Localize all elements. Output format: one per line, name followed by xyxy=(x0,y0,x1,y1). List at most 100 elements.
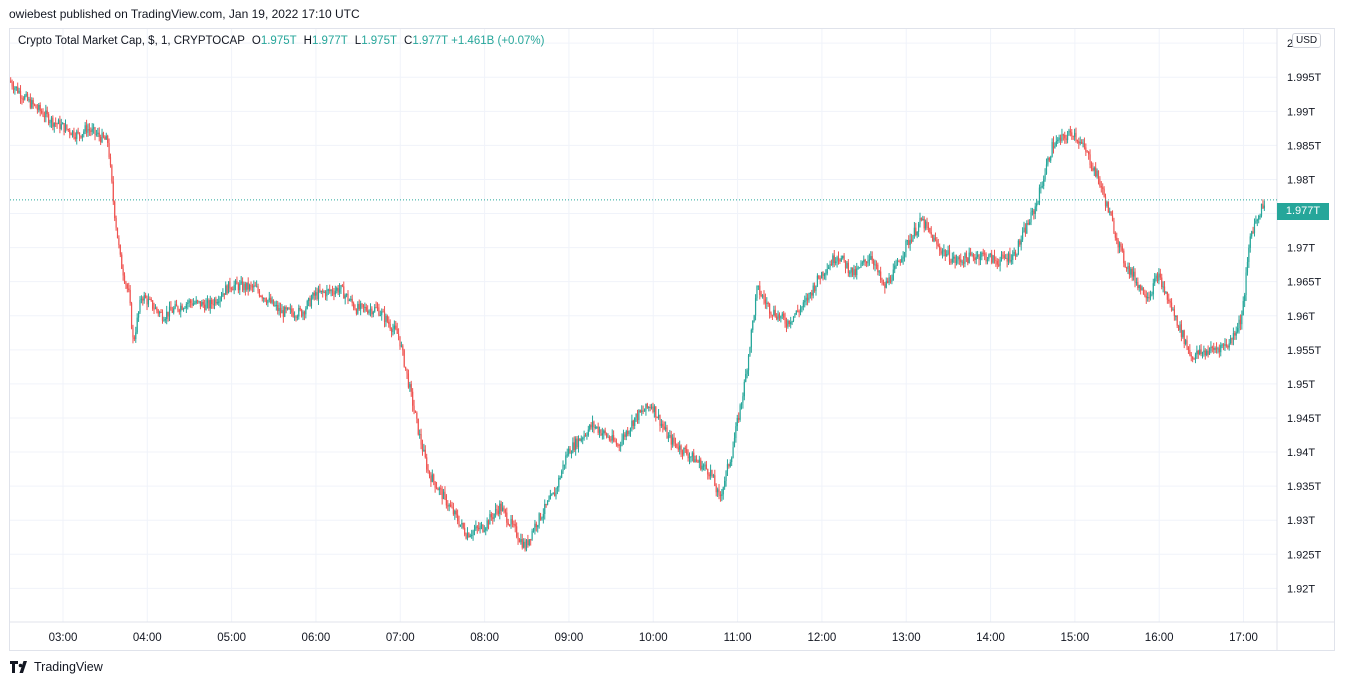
candle-body xyxy=(875,264,878,266)
candle-body xyxy=(189,300,192,303)
candle-body xyxy=(663,426,665,430)
candle-body xyxy=(1034,206,1036,214)
candle-body xyxy=(1214,348,1216,350)
candle-body xyxy=(29,99,31,108)
candle-body xyxy=(1225,344,1227,347)
candle-body xyxy=(1238,319,1240,328)
candle-body xyxy=(24,95,26,100)
candle-body xyxy=(1005,257,1007,259)
candle-body xyxy=(1229,338,1232,344)
candle-body xyxy=(858,267,861,269)
candle-body xyxy=(1002,254,1004,256)
candle-body xyxy=(1044,173,1046,180)
candle-body xyxy=(705,464,707,470)
candle-body xyxy=(487,520,490,525)
candle-body xyxy=(1027,223,1029,225)
candle-body xyxy=(725,471,727,482)
candle-body xyxy=(632,420,634,426)
candle-body xyxy=(525,540,528,550)
candle-body xyxy=(801,306,803,309)
candle-body xyxy=(1190,354,1192,357)
candle-body xyxy=(396,328,398,334)
candle-body xyxy=(514,524,516,527)
symbol-legend[interactable]: Crypto Total Market Cap, $, 1, CRYPTOCAP… xyxy=(18,35,544,47)
candle-body xyxy=(920,218,923,221)
candle-body xyxy=(150,299,152,301)
candle-body xyxy=(1140,285,1142,291)
candle-body xyxy=(35,104,37,109)
candle-body xyxy=(714,475,716,486)
candle-body xyxy=(343,286,345,299)
candle-body xyxy=(877,264,879,273)
candle-body xyxy=(133,337,135,340)
candle-body xyxy=(198,301,200,303)
candle-body xyxy=(1185,340,1187,344)
candle-body xyxy=(591,421,594,428)
candle-body xyxy=(773,309,775,316)
candle-body xyxy=(981,252,983,257)
candle-body xyxy=(517,536,519,540)
candle-body xyxy=(681,452,684,455)
candle-body xyxy=(653,406,655,412)
candle-body xyxy=(504,509,506,513)
chart-frame[interactable]: 2T1.995T1.99T1.985T1.98T1.975T1.97T1.965… xyxy=(9,28,1335,651)
price-chart[interactable]: 2T1.995T1.99T1.985T1.98T1.975T1.97T1.965… xyxy=(10,29,1334,650)
candle-body xyxy=(1127,265,1129,270)
currency-button[interactable]: USD xyxy=(1292,33,1322,48)
candle-body xyxy=(531,530,533,540)
candle-body xyxy=(885,281,887,288)
candle-body xyxy=(697,460,699,463)
candle-body xyxy=(125,282,127,285)
candle-body xyxy=(799,308,802,313)
candle-body xyxy=(790,322,792,325)
candle-body xyxy=(225,285,227,295)
candle-body xyxy=(542,513,544,518)
candle-body xyxy=(19,90,22,98)
candle-body xyxy=(149,299,151,301)
candle-body xyxy=(837,257,840,260)
candle-body xyxy=(915,227,917,236)
candle-body xyxy=(114,201,116,219)
candle-body xyxy=(828,267,830,270)
candle-body xyxy=(618,444,620,446)
candle-body xyxy=(1068,130,1070,136)
candle-body xyxy=(605,433,608,437)
candle-body xyxy=(670,435,672,445)
candle-body xyxy=(392,328,394,333)
candle-body xyxy=(229,281,231,289)
candle-body xyxy=(469,535,471,538)
candle-body xyxy=(778,314,781,319)
candle-body xyxy=(521,538,523,548)
candle-body xyxy=(1017,240,1019,254)
candle-body xyxy=(45,110,47,118)
candle-body xyxy=(1169,301,1171,303)
candle-body xyxy=(1152,283,1154,295)
candle-body xyxy=(32,100,34,105)
candle-body xyxy=(1193,358,1195,360)
candle-body xyxy=(157,310,159,314)
candle-body xyxy=(386,315,388,322)
candle-body xyxy=(102,132,105,138)
candle-body xyxy=(873,260,875,266)
candle-body xyxy=(750,329,752,348)
candle-body xyxy=(227,281,230,294)
candle-body xyxy=(244,283,246,290)
candle-body xyxy=(500,503,502,512)
tradingview-brand[interactable]: TradingView xyxy=(10,660,103,674)
candle-body xyxy=(749,347,751,356)
candle-body xyxy=(489,514,491,525)
candle-body xyxy=(747,355,750,371)
time-tick-label: 15:00 xyxy=(1060,632,1089,644)
candle-body xyxy=(961,261,963,263)
candle-body xyxy=(746,370,748,375)
candle-body xyxy=(1081,142,1083,144)
candle-body xyxy=(903,252,906,257)
candle-body xyxy=(1263,205,1265,209)
candle-body xyxy=(249,284,251,290)
candle-body xyxy=(916,231,918,236)
candle-body xyxy=(634,417,636,426)
candle-body xyxy=(1232,333,1235,340)
candle-body xyxy=(405,366,407,369)
candle-body xyxy=(895,264,897,266)
candle-body xyxy=(833,255,835,264)
